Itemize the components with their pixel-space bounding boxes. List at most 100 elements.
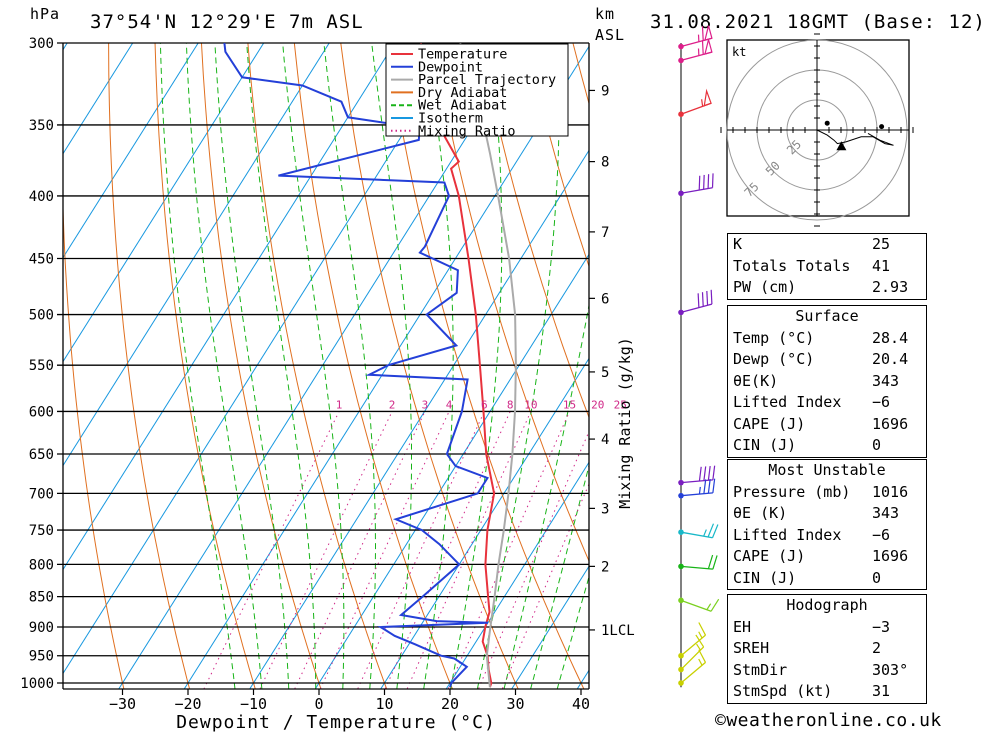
wind-barb-column (678, 25, 720, 688)
index-row: θE(K) 343 (728, 371, 926, 393)
wet-adiabat-line (246, 43, 317, 689)
wind-barb-feather (701, 292, 704, 307)
km-tick-label: 3 (601, 501, 609, 517)
index-value: 343 (872, 371, 900, 390)
pressure-label: 500 (29, 308, 54, 324)
pressure-label: 350 (29, 118, 54, 134)
wind-barb-feather (707, 465, 711, 481)
wind-barb-feather (701, 26, 704, 41)
index-value: 343 (872, 504, 900, 522)
mixing-ratio-axis-label: Mixing Ratio (g/kg) (616, 337, 634, 509)
wind-barb-staff (680, 187, 713, 194)
legend-dewpoint: Dewpoint (418, 59, 483, 75)
index-label: Totals Totals (733, 256, 851, 275)
index-row: CAPE (J) 1696 (728, 546, 926, 568)
index-label: Pressure (mb) (733, 482, 851, 501)
wind-barb-staff (680, 599, 712, 612)
wind-barb-feather (698, 649, 707, 663)
dry-adiabat-line (108, 43, 191, 689)
index-value: 1696 (872, 414, 909, 433)
index-row: SREH 2 (728, 638, 926, 660)
wind-barb-half-feather (698, 658, 703, 666)
index-label: Lifted Index (733, 525, 842, 544)
km-tick-label: 8 (601, 155, 609, 171)
x-tick-label: 0 (314, 695, 323, 713)
wind-barb (678, 523, 719, 539)
legend-parcel: Parcel Trajectory (418, 72, 556, 88)
wet-adiabat-line (214, 43, 290, 689)
isotherm-line (380, 357, 589, 689)
km-tick-label: 4 (601, 432, 609, 448)
profile-lines (223, 43, 517, 688)
dry-adiabat-lines (63, 43, 589, 689)
isotherm-line (63, 43, 265, 363)
pressure-label: 450 (29, 252, 54, 268)
mixing-ratio-label: 25 (614, 398, 627, 411)
wind-barb-feather (698, 622, 707, 636)
dry-adiabat-line (293, 43, 453, 689)
x-tick-label: −10 (240, 695, 267, 713)
hodograph-indices-title: Hodograph (786, 596, 868, 614)
mixing-ratio-label: 10 (524, 398, 537, 411)
wind-barb-feather (707, 523, 715, 538)
wind-barb-staff (680, 303, 713, 314)
index-row: Dewp (°C) 20.4 (728, 349, 926, 371)
index-label: Dewp (°C) (733, 350, 815, 368)
pressure-label: 400 (29, 189, 54, 205)
mixing-ratio-line (203, 411, 340, 689)
wind-barb-staff (680, 479, 713, 484)
index-label: CIN (J) (733, 568, 797, 587)
km-tick-label: 1LCL (601, 623, 635, 639)
wind-barb (678, 289, 713, 316)
parcel-trajectory-line (459, 43, 517, 688)
dry-adiabat-line (247, 43, 388, 689)
pressure-label: 900 (29, 620, 54, 636)
copyright-footer[interactable]: ©weatheronline.co.uk (715, 710, 942, 731)
wind-barb (678, 554, 718, 570)
mixing-ratio-label: 1 (336, 398, 343, 411)
index-row: Pressure (mb) 1016 (728, 482, 926, 504)
wet-adiabat-line (503, 302, 589, 689)
pressure-label: 700 (29, 486, 54, 502)
wet-adiabat-line (159, 43, 236, 689)
datetime-label: 31.08.2021 18GMT (Base: 12) (650, 11, 986, 33)
isotherm-line (249, 149, 589, 689)
index-label: θE (K) (733, 504, 788, 522)
index-value: −3 (872, 617, 891, 636)
mixing-ratio-label: 8 (507, 398, 514, 411)
wind-barb-feather (712, 465, 716, 480)
wet-adiabat-line (476, 43, 560, 689)
x-tick-label: 30 (506, 695, 524, 713)
station-location: 37°54'N 12°29'E 7m ASL (90, 11, 364, 33)
wind-barb-staff (680, 634, 706, 657)
mixing-ratio-label: 15 (563, 398, 576, 411)
mixing-ratio-label: 6 (481, 398, 488, 411)
mixing-ratio-label: 4 (446, 398, 453, 411)
wind-barb-half-feather (696, 643, 701, 651)
mixing-ratio-label: 2 (389, 398, 396, 411)
km-tick-label: 6 (601, 291, 609, 307)
wind-barb-feather (707, 554, 714, 569)
wind-barb (678, 622, 707, 659)
wet-adiabat-line (423, 43, 454, 689)
indices-top-box: K 25 Totals Totals 41 PW (cm) 2.93 (727, 233, 927, 300)
index-value: 25 (872, 235, 891, 253)
index-row: PW (cm) 2.93 (728, 277, 926, 299)
pressure-label: 300 (29, 36, 54, 52)
x-tick-label: 10 (375, 695, 393, 713)
hodograph-trace (816, 129, 894, 146)
dry-adiabat-line (433, 43, 589, 563)
x-tick-label: 20 (441, 695, 459, 713)
index-label: Temp (°C) (733, 328, 815, 347)
index-label: CAPE (J) (733, 547, 806, 565)
legend-isotherm: Isotherm (418, 111, 483, 127)
isotherm-line (63, 43, 330, 467)
index-value: 31 (872, 682, 891, 700)
most-unstable-title: Most Unstable (768, 461, 886, 479)
wind-barb (678, 649, 707, 686)
index-label: Lifted Index (733, 393, 842, 411)
index-label: SREH (733, 639, 770, 657)
index-row: Lifted Index −6 (728, 525, 926, 547)
wind-barb-pennant (703, 88, 712, 107)
